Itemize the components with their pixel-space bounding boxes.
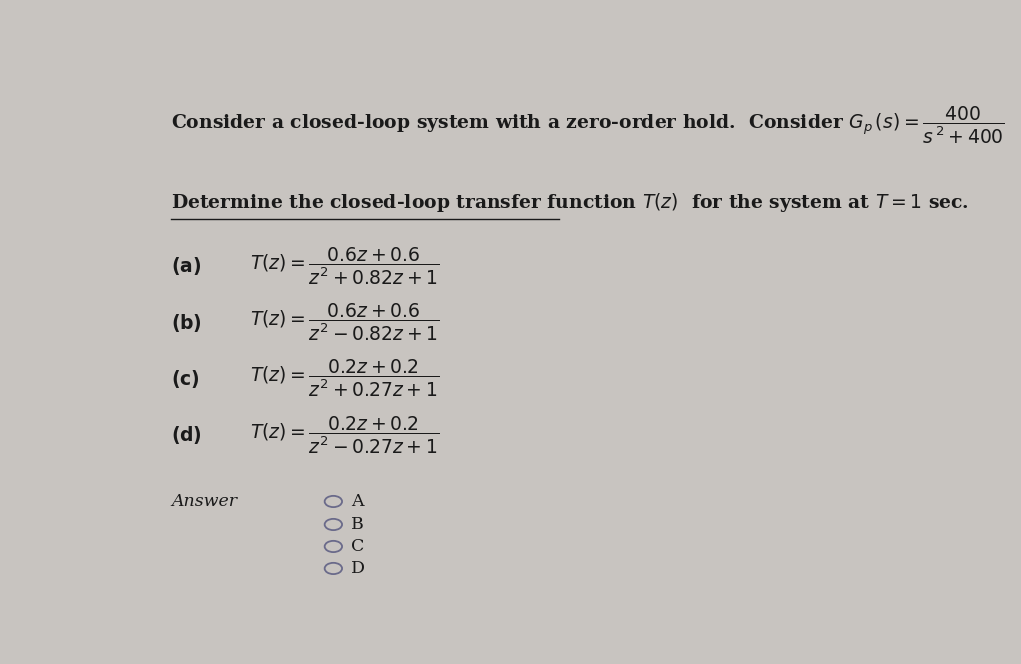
Text: Answer: Answer: [172, 493, 237, 510]
Text: $\mathbf{(b)}$: $\mathbf{(b)}$: [172, 311, 202, 333]
Text: Determine the closed-loop transfer function $T(z)$  for the system at $T=1$ sec.: Determine the closed-loop transfer funct…: [172, 191, 969, 214]
Text: $T(z) = \dfrac{0.6z + 0.6}{z^{2} + 0.82z + 1}$: $T(z) = \dfrac{0.6z + 0.6}{z^{2} + 0.82z…: [250, 246, 440, 287]
Text: $\mathbf{(a)}$: $\mathbf{(a)}$: [172, 255, 201, 278]
Text: $T(z) = \dfrac{0.2z + 0.2}{z^{2} - 0.27z + 1}$: $T(z) = \dfrac{0.2z + 0.2}{z^{2} - 0.27z…: [250, 414, 439, 456]
Text: $T(z) = \dfrac{0.6z + 0.6}{z^{2} - 0.82z + 1}$: $T(z) = \dfrac{0.6z + 0.6}{z^{2} - 0.82z…: [250, 302, 440, 343]
Text: C: C: [351, 538, 364, 555]
Text: $T(z) = \dfrac{0.2z + 0.2}{z^{2} + 0.27z + 1}$: $T(z) = \dfrac{0.2z + 0.2}{z^{2} + 0.27z…: [250, 358, 439, 400]
Text: $\mathbf{(c)}$: $\mathbf{(c)}$: [172, 368, 200, 390]
Text: A: A: [351, 493, 363, 510]
Text: B: B: [351, 516, 363, 533]
Text: D: D: [351, 560, 364, 577]
Text: $\mathbf{(d)}$: $\mathbf{(d)}$: [172, 424, 202, 446]
Text: Consider a closed-loop system with a zero-order hold.  Consider $G_p\,(s) = \dfr: Consider a closed-loop system with a zer…: [172, 105, 1005, 146]
